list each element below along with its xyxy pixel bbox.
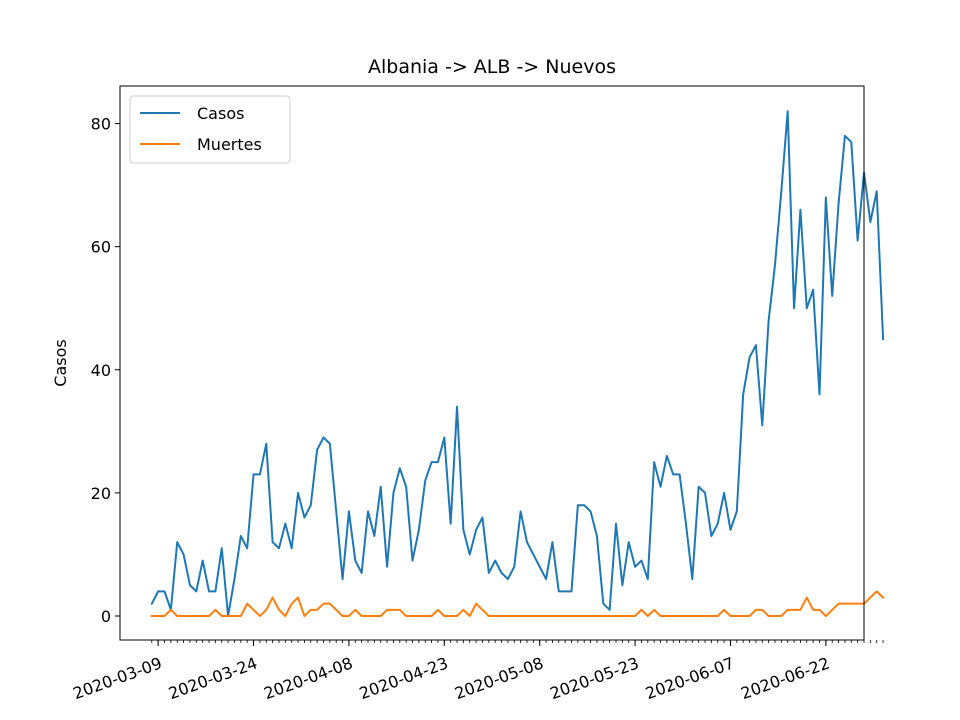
legend-label: Muertes	[197, 135, 262, 154]
y-axis: 0 20 40 60 80	[91, 115, 120, 626]
y-tick-label: 20	[91, 484, 111, 503]
plot-area	[120, 86, 864, 640]
series-line-muertes	[150, 590, 885, 617]
x-tick-label: 2020-05-08	[452, 653, 546, 703]
x-axis: 2020-03-09 2020-03-24 2020-04-08 2020-04-23…	[71, 640, 884, 703]
legend-label: Casos	[197, 104, 244, 123]
chart-title: Albania -> ALB -> Nuevos	[368, 56, 616, 78]
series-line-casos	[150, 110, 885, 617]
y-tick-label: 60	[91, 238, 111, 257]
y-tick-label: 40	[91, 361, 111, 380]
x-tick-label: 2020-05-23	[547, 653, 641, 703]
x-tick-label: 2020-03-09	[71, 653, 165, 703]
series-layer	[150, 110, 885, 617]
x-tick-label: 2020-04-08	[261, 653, 355, 703]
y-tick-label: 0	[101, 607, 111, 626]
plot-frame	[119, 85, 865, 641]
legend: Casos Muertes	[129, 95, 291, 164]
y-tick-label: 80	[91, 115, 111, 134]
x-tick-label: 2020-06-07	[643, 653, 737, 703]
x-tick-label: 2020-04-23	[357, 653, 451, 703]
x-tick-label: 2020-06-22	[738, 653, 832, 703]
x-tick-label: 2020-03-24	[166, 653, 260, 703]
y-axis-label: Casos	[51, 339, 70, 386]
